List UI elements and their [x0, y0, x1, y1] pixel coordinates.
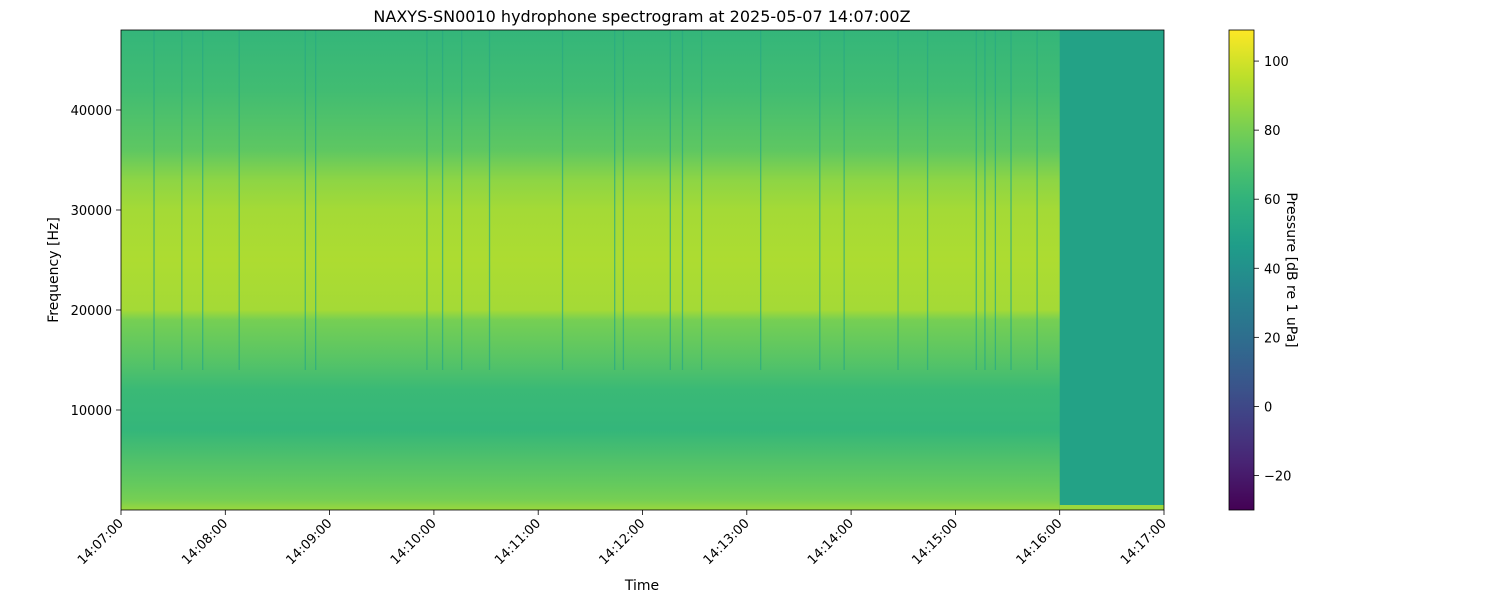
- colorbar-gradient: [1228, 29, 1255, 511]
- y-tick-label: 40000: [71, 104, 112, 119]
- y-axis: 10000 20000 30000 40000: [71, 104, 121, 419]
- y-tick-label: 20000: [71, 304, 112, 319]
- x-tick-label: 14:12:00: [596, 516, 648, 568]
- x-tick-label: 14:13:00: [701, 516, 753, 568]
- post-signal-region: [1059, 30, 1164, 510]
- colorbar-tick-label: 100: [1264, 55, 1289, 70]
- x-tick-label: 14:09:00: [284, 516, 336, 568]
- x-axis: 14:07:00 14:08:00 14:09:00 14:10:00 14:11:00…: [75, 510, 1170, 568]
- colorbar-tick-label: 20: [1264, 331, 1281, 346]
- x-tick-label: 14:11:00: [492, 516, 544, 568]
- colorbar-tick-label: 60: [1264, 193, 1281, 208]
- colorbar-tick-label: 0: [1264, 400, 1272, 415]
- x-tick-label: 14:07:00: [75, 516, 127, 568]
- colorbar-tick-label: 40: [1264, 262, 1281, 277]
- x-tick-label: 14:14:00: [805, 516, 857, 568]
- colorbar-tick-label: −20: [1264, 469, 1291, 484]
- spectrogram-image: [121, 30, 1164, 510]
- x-tick-label: 14:16:00: [1014, 516, 1066, 568]
- x-tick-label: 14:08:00: [179, 516, 231, 568]
- transient-lines: [153, 30, 1038, 370]
- y-axis-label: Frequency [Hz]: [46, 217, 62, 323]
- y-tick-label: 10000: [71, 404, 112, 419]
- x-tick-label: 14:10:00: [388, 516, 440, 568]
- y-tick-label: 30000: [71, 204, 112, 219]
- colorbar: −20 0 20 40 60 80 100 Pressure [dB re 1 uPa]: [1228, 29, 1299, 511]
- colorbar-ticks: −20 0 20 40 60 80 100: [1254, 55, 1291, 484]
- x-axis-label: Time: [624, 578, 659, 594]
- colorbar-tick-label: 80: [1264, 124, 1281, 139]
- x-tick-label: 14:17:00: [1118, 516, 1170, 568]
- spectrogram-plot-area: [120, 29, 1165, 511]
- post-signal-low-band: [1059, 505, 1164, 510]
- post-signal-fill: [1059, 30, 1164, 510]
- x-tick-label: 14:15:00: [909, 516, 961, 568]
- chart-title: NAXYS-SN0010 hydrophone spectrogram at 2…: [373, 7, 910, 26]
- colorbar-label: Pressure [dB re 1 uPa]: [1283, 192, 1299, 347]
